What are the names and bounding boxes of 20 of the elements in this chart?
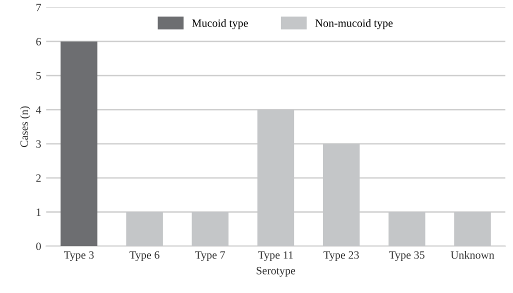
x-tick-label: Unknown [450,250,494,259]
x-tick-label: Type 35 [389,251,424,262]
y-tick-label: 6 [36,38,41,46]
y-axis-title: Cases (n) [20,106,30,148]
x-axis-title: Serotype [256,266,296,277]
y-tick-label: 1 [36,208,41,216]
legend-label: Mucoid type [192,19,248,30]
y-tick-label: 4 [36,106,42,114]
y-tick-label: 3 [36,140,41,148]
legend-label: Non-mucoid type [315,19,393,30]
x-tick-label: Type 6 [130,251,160,262]
y-tick-label: 2 [36,174,41,182]
x-tick-label: Type 3 [64,251,94,262]
x-tick-label: Type 23 [324,251,359,262]
bar [60,41,98,246]
y-tick-label: 5 [36,72,41,80]
x-tick-label: Type 7 [195,251,226,262]
x-tick-label: Type 11 [258,251,293,262]
y-tick-label: 7 [36,4,41,12]
y-tick-label: 0 [36,242,41,250]
